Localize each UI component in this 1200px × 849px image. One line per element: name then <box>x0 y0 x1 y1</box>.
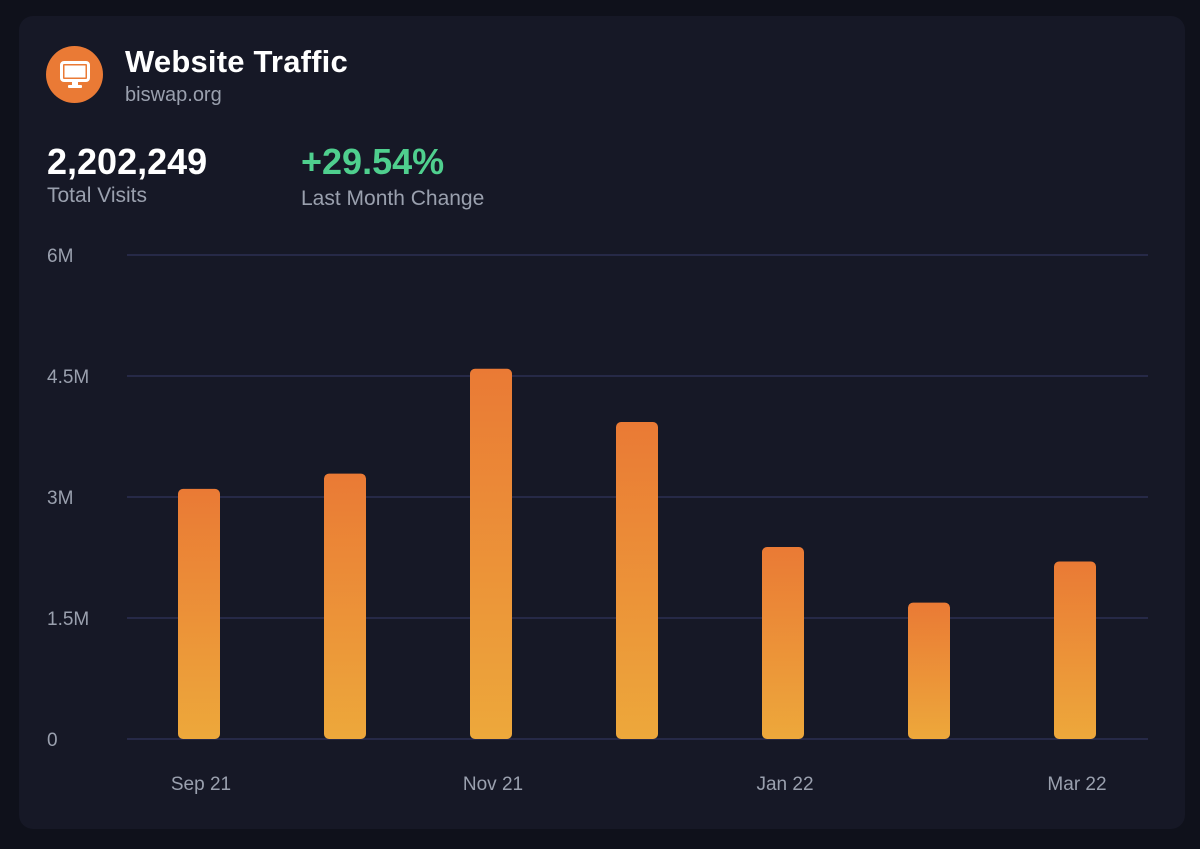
total-visits-label: Total Visits <box>47 184 147 207</box>
page-title: Website Traffic <box>125 44 348 79</box>
x-tick-label: Nov 21 <box>463 774 523 795</box>
monitor-icon-glyph <box>59 60 90 88</box>
x-tick-label: Sep 21 <box>171 774 231 795</box>
y-tick-label: 0 <box>47 730 58 751</box>
bar-jan-22[interactable] <box>762 547 804 739</box>
y-tick-label: 3M <box>47 488 73 509</box>
bar-nov-21[interactable] <box>470 368 512 739</box>
bar-sep-21[interactable] <box>178 488 220 739</box>
bar-feb-22[interactable] <box>908 602 950 739</box>
y-tick-label: 1.5M <box>47 609 89 630</box>
bar-oct-21[interactable] <box>324 473 366 739</box>
x-tick-label: Jan 22 <box>756 774 813 795</box>
last-month-change-value: +29.54% <box>301 141 445 182</box>
last-month-change-label: Last Month Change <box>301 187 485 210</box>
monitor-icon <box>46 46 103 103</box>
bar-mar-22[interactable] <box>1054 561 1096 739</box>
bar-dec-21[interactable] <box>616 421 658 739</box>
y-tick-label: 4.5M <box>47 367 89 388</box>
y-tick-label: 6M <box>47 246 73 267</box>
site-domain: biswap.org <box>125 84 222 106</box>
x-tick-label: Mar 22 <box>1047 774 1106 795</box>
total-visits-value: 2,202,249 <box>47 141 208 182</box>
